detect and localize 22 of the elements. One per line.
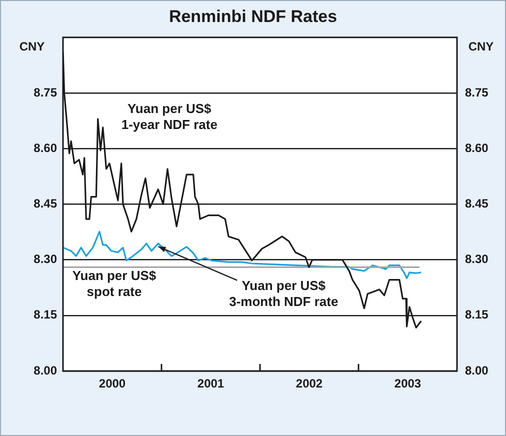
series-label: Yuan per US$ 3-month NDF rate [229,278,338,309]
x-tick-label: 2003 [394,376,422,391]
y2-tick-label: 8.45 [465,196,489,211]
y2-tick-label: 8.60 [465,140,489,155]
x-tick-label: 2001 [197,376,224,391]
y-tick-label: 8.60 [34,140,58,155]
y2-axis-title: CNY [468,40,494,54]
y2-tick-label: 8.15 [465,308,489,322]
y2-tick-label: 8.00 [465,363,489,378]
y-axis-title: CNY [19,40,45,54]
series-label: Yuan per US$ spot rate [72,268,157,299]
y-tick-label: 8.00 [34,363,58,378]
chart-title: Renminbi NDF Rates [168,6,338,26]
y-tick-label: 8.30 [34,252,58,266]
y-tick-label: 8.75 [34,85,58,100]
series-label: Yuan per US$ 1-year NDF rate [121,101,218,132]
y-tick-label: 8.15 [34,308,58,322]
y2-tick-label: 8.75 [465,85,489,100]
y2-tick-label: 8.30 [465,252,489,266]
x-tick-label: 2002 [296,376,323,391]
y-tick-label: 8.45 [34,196,58,211]
x-tick-label: 2000 [98,376,126,391]
